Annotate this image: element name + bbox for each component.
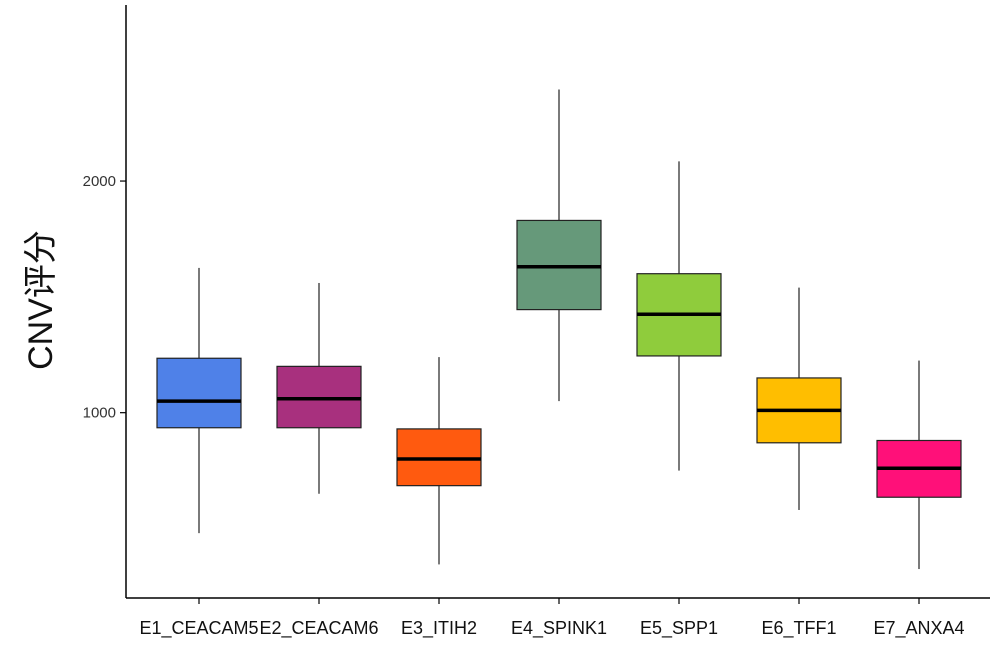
x-tick-label: E6_TFF1 [761, 618, 836, 639]
box-e2-ceacam6 [276, 282, 362, 494]
y-axis-title: CNV评分 [22, 230, 60, 370]
x-tick-label: E7_ANXA4 [873, 618, 964, 639]
x-tick-label: E4_SPINK1 [511, 618, 607, 639]
x-tick-label: E3_ITIH2 [401, 618, 477, 639]
box-e1-ceacam5 [156, 267, 242, 534]
x-tick-label: E5_SPP1 [640, 618, 718, 639]
box-iqr [156, 357, 242, 429]
y-ticks-layer: 1000 2000 [83, 173, 126, 422]
box-e5-spp1 [636, 161, 722, 471]
box-e4-spink1 [516, 89, 602, 402]
box-e6-tff1 [756, 287, 842, 510]
box-e3-itih2 [396, 357, 482, 565]
x-tick-label: E1_CEACAM5 [139, 618, 258, 639]
x-tick-label: E2_CEACAM6 [259, 618, 378, 639]
y-tick-label: 2000 [83, 173, 116, 190]
box-e7-anxa4 [876, 360, 962, 570]
x-ticks-layer: E1_CEACAM5 E2_CEACAM6 E3_ITIH2 E4_SPINK1 E5_… [139, 598, 965, 639]
y-tick-label: 1000 [83, 405, 116, 422]
boxes-layer [156, 89, 962, 570]
